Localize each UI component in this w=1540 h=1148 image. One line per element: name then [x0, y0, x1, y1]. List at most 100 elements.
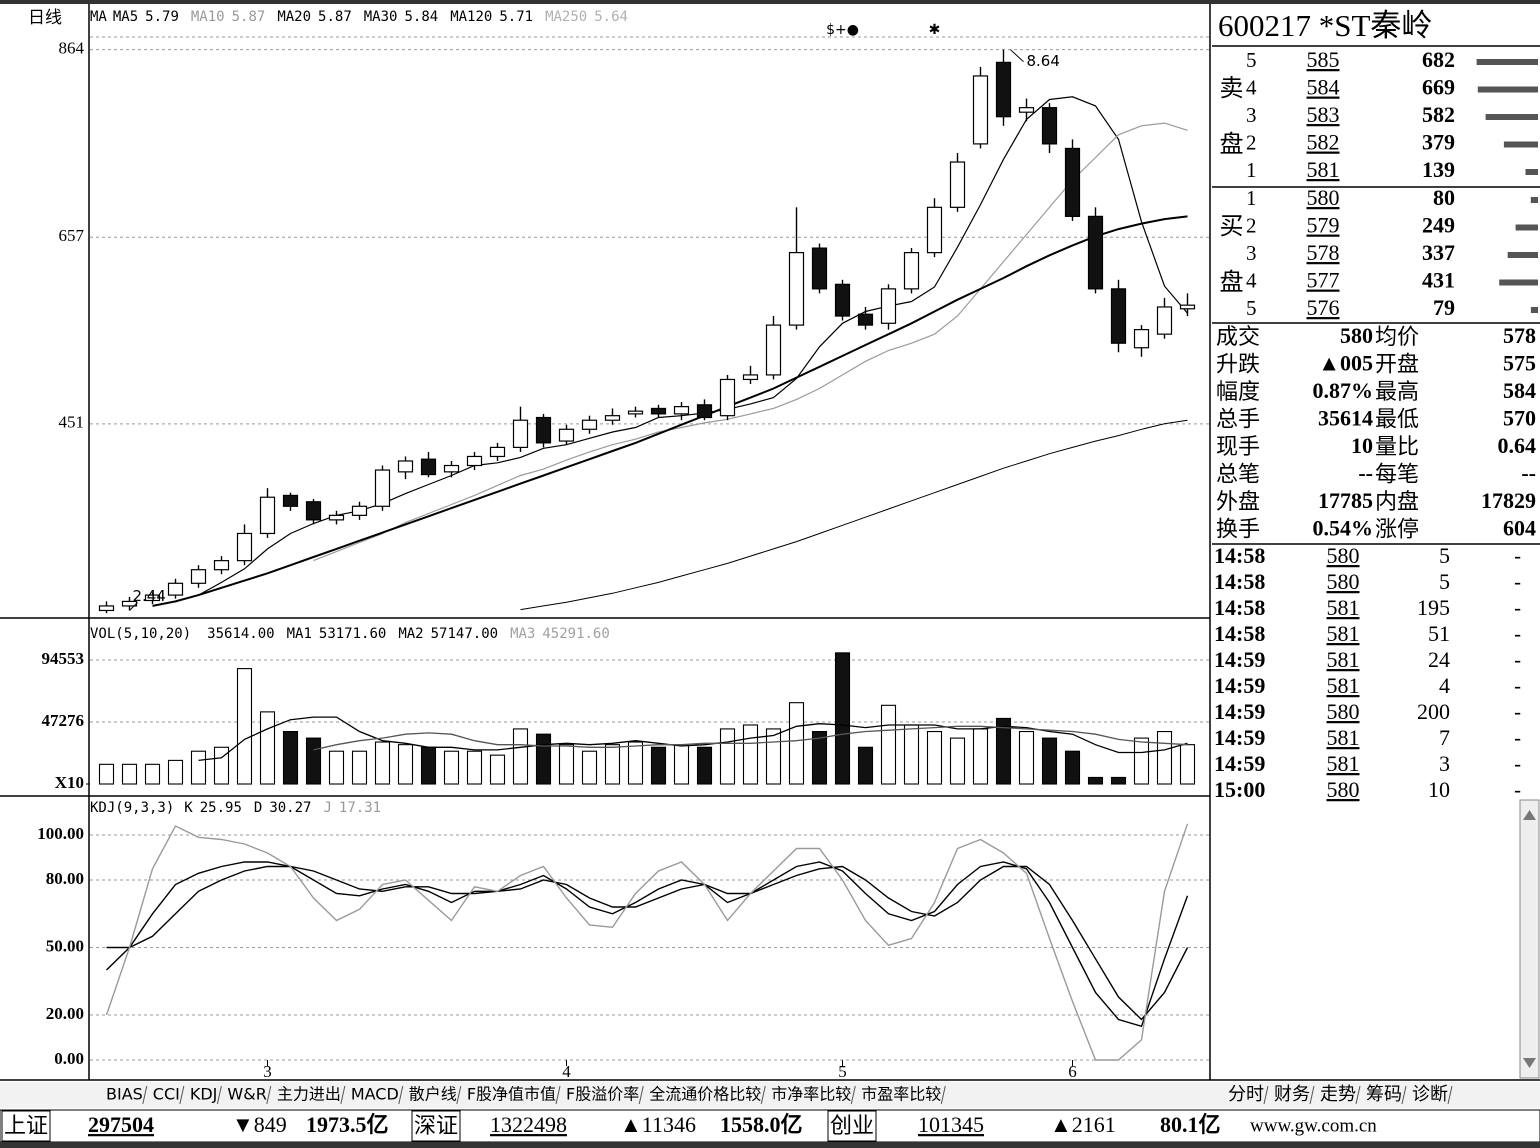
candle-body [443, 464, 460, 473]
candle-body [374, 469, 391, 507]
volume-bar [673, 744, 690, 785]
volume: 431 [1422, 268, 1455, 293]
indicator-tab[interactable]: 全流通价格比较 [649, 1085, 761, 1104]
stat-value: 10 [1351, 433, 1373, 458]
trade-price: 581 [1327, 751, 1360, 776]
scrollbar[interactable] [1519, 799, 1540, 1079]
candle-body [972, 75, 989, 145]
indicator-tab[interactable]: F股溢价率 [566, 1085, 639, 1104]
tab-divider [760, 1085, 766, 1105]
candle-body [351, 505, 368, 516]
candle-body [742, 374, 759, 381]
volume-bar [236, 668, 253, 785]
stat-value: 35614 [1318, 406, 1373, 431]
side-tab[interactable]: 诊断 [1412, 1084, 1448, 1105]
side-tab[interactable]: 分时 [1228, 1084, 1264, 1105]
volume-bar [466, 750, 483, 785]
volume: 79 [1433, 295, 1455, 320]
candle-body [397, 460, 414, 473]
candle-body [535, 416, 552, 444]
volume-bar [1179, 744, 1196, 785]
url: www.gw.com.cn [1250, 1115, 1377, 1136]
market-change: ▲2161 [1050, 1112, 1116, 1137]
tab-divider [555, 1085, 561, 1105]
indicator-tab[interactable]: MACD [351, 1085, 399, 1104]
indicator-tab[interactable]: 市净率比较 [771, 1085, 851, 1104]
indicator-tab[interactable]: 散户线 [409, 1085, 457, 1104]
candle-body [1018, 107, 1035, 113]
side-tab[interactable]: 筹码 [1366, 1084, 1402, 1105]
candle-body [512, 419, 529, 448]
indicator-tab[interactable]: 主力进出 [277, 1085, 341, 1104]
stat-value: 17829 [1481, 488, 1536, 513]
candle-body [581, 419, 598, 430]
side-tab[interactable]: 走势 [1320, 1084, 1356, 1105]
stat-value: 580 [1340, 323, 1373, 348]
y-tick-label: 94553 [42, 649, 85, 668]
y-tick-label: 100.00 [37, 824, 84, 843]
volume-bar [1515, 224, 1538, 231]
indicator-tab[interactable]: W&R [227, 1085, 266, 1104]
tab-divider [456, 1085, 462, 1105]
candle-body [1064, 147, 1081, 217]
sell-label: 卖盘 [1215, 75, 1243, 187]
trade-price: 580 [1327, 699, 1360, 724]
candle-body [1041, 107, 1058, 145]
volume-bar [512, 728, 529, 785]
trade-time: 14:58 [1214, 569, 1265, 594]
side-tab[interactable]: 财务 [1274, 1084, 1310, 1105]
volume-bar [1507, 252, 1538, 258]
tab-divider [638, 1085, 644, 1105]
legend-name: MA2 [398, 626, 423, 642]
tab-divider [1309, 1085, 1315, 1105]
volume: 379 [1422, 130, 1455, 155]
volume-bar [305, 737, 322, 785]
volume-bar [742, 724, 759, 785]
legend-name: MA250 [545, 9, 587, 25]
volume-bar [834, 652, 851, 785]
legend-value: 30.27 [269, 800, 311, 816]
candle-body [144, 594, 161, 602]
indicator-tab[interactable]: 市盈率比较 [861, 1085, 941, 1104]
market-amount: 1973.5亿 [306, 1112, 389, 1137]
volume-bar [1064, 750, 1081, 785]
annotation: 8.64 [1027, 52, 1060, 70]
kdj-line [106, 865, 1189, 1021]
trade-price: 580 [1327, 543, 1360, 568]
candle-body [420, 458, 437, 476]
candle-body [788, 252, 805, 326]
tab-divider [179, 1085, 185, 1105]
indicator-tab[interactable]: KDJ [190, 1085, 218, 1104]
trade-time: 14:58 [1214, 543, 1265, 568]
candle-body [995, 61, 1012, 118]
trade-time: 14:59 [1214, 751, 1265, 776]
period-label: 日线 [28, 8, 62, 28]
candle-body [558, 428, 575, 442]
indicator-tab[interactable]: F股净值市值 [467, 1085, 556, 1104]
trade-time: 15:00 [1214, 777, 1265, 802]
indicator-tab[interactable]: BIAS [106, 1085, 143, 1104]
trade-price: 580 [1327, 569, 1360, 594]
indicator-tab[interactable]: CCI [153, 1085, 180, 1104]
trade-time: 14:58 [1214, 621, 1265, 646]
volume-bar [190, 750, 207, 785]
trade-side: - [1514, 779, 1521, 803]
price: 583 [1307, 102, 1340, 127]
market-index: 1322498 [490, 1112, 567, 1137]
tab-divider [266, 1085, 272, 1105]
market-name: 上证 [4, 1114, 48, 1139]
ma-line [313, 122, 1188, 562]
y-tick-label: X10 [55, 773, 84, 792]
stat-label: 换手 [1216, 518, 1260, 543]
volume-bar [397, 744, 414, 785]
market-cell [411, 1110, 461, 1142]
volume-bar [443, 750, 460, 785]
annotation-leader [129, 602, 138, 611]
price: 585 [1307, 47, 1340, 72]
trade-volume: 3 [1439, 751, 1450, 776]
tab-divider [1355, 1085, 1361, 1105]
kdj-line [106, 861, 1189, 1028]
volume-bar [1530, 307, 1538, 313]
trade-time: 14:59 [1214, 647, 1265, 672]
candle-body [926, 206, 943, 254]
